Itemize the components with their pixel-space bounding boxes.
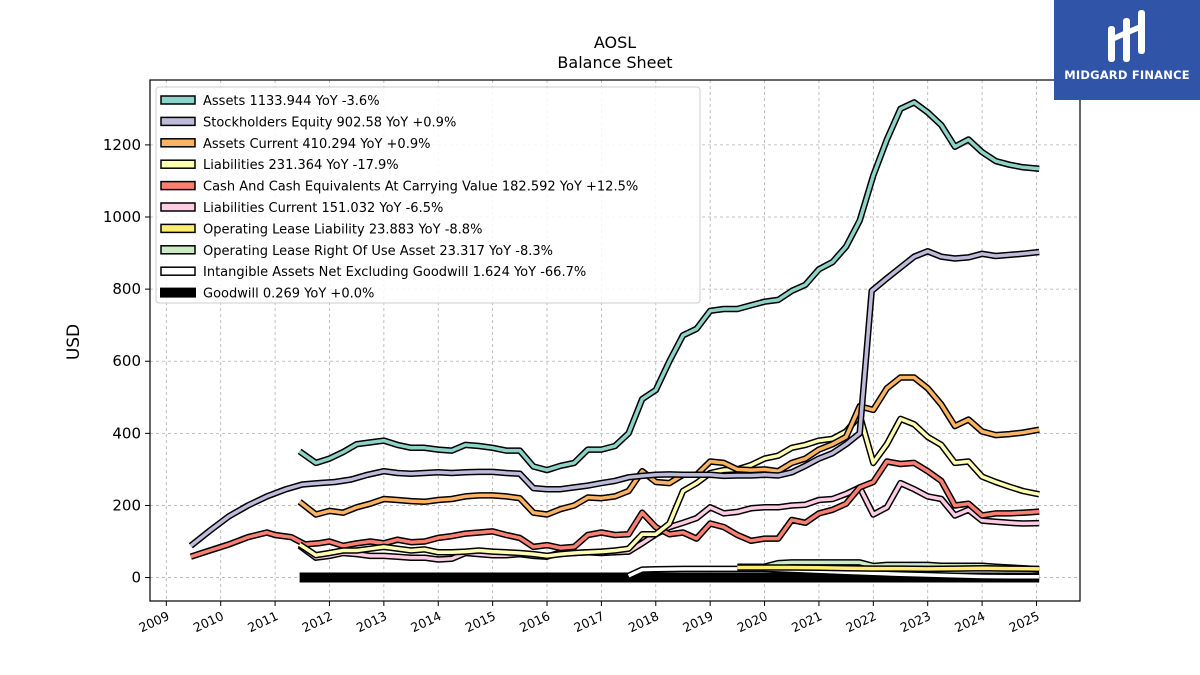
legend: Assets 1133.944 YoY -3.6% Stockholders Eq…	[155, 86, 701, 304]
legend-label: Cash And Cash Equivalents At Carrying Va…	[203, 180, 638, 195]
legend-swatch	[160, 138, 196, 148]
series-lines	[188, 99, 1040, 583]
y-axis-label: USD	[64, 324, 84, 360]
plot-frame	[149, 79, 1081, 602]
legend-label: Operating Lease Liability 23.883 YoY -8.…	[203, 222, 482, 237]
chart-title: AOSL	[594, 33, 636, 52]
y-axis-ticks: 0 200 400 600 800 1000 1200	[103, 136, 150, 587]
brand-name: MIDGARD FINANCE	[1064, 68, 1190, 82]
y-tick-label: 400	[112, 424, 141, 442]
legend-swatch	[160, 202, 196, 212]
legend-label: Assets Current 410.294 YoY +0.9%	[203, 137, 430, 152]
legend-swatch	[160, 245, 196, 255]
legend-label: Liabilities Current 151.032 YoY -6.5%	[203, 201, 443, 216]
legend-label: Goodwill 0.269 YoY +0.0%	[203, 287, 374, 302]
legend-label: Operating Lease Right Of Use Asset 23.31…	[203, 244, 553, 259]
legend-swatch	[160, 95, 196, 105]
series-line	[737, 565, 1040, 571]
legend-swatch	[160, 223, 196, 234]
legend-label: Liabilities 231.364 YoY -17.9%	[203, 158, 399, 173]
series-line	[190, 459, 1040, 559]
y-tick-label: 600	[112, 352, 141, 370]
chart-subtitle: Balance Sheet	[557, 53, 672, 72]
series-line	[627, 567, 1040, 579]
series-line	[298, 413, 1040, 558]
y-tick-label: 800	[112, 280, 141, 298]
y-tick-label: 200	[112, 496, 141, 514]
legend-swatch	[160, 180, 196, 191]
midgard-logo-icon	[1108, 10, 1145, 62]
y-tick-label: 0	[131, 569, 141, 587]
legend-swatch	[160, 116, 196, 127]
y-tick-label: 1200	[103, 136, 141, 154]
brand-logo: MIDGARD FINANCE	[1054, 0, 1200, 100]
legend-label: Assets 1133.944 YoY -3.6%	[203, 94, 380, 109]
legend-box	[155, 86, 701, 304]
legend-label: Stockholders Equity 902.58 YoY +0.9%	[203, 115, 456, 130]
legend-swatch	[160, 266, 196, 276]
series-line	[298, 100, 1040, 472]
series-line	[189, 249, 1040, 548]
y-tick-label: 1000	[103, 208, 141, 226]
legend-swatch	[160, 159, 196, 169]
legend-swatch	[160, 287, 196, 298]
series-line	[298, 375, 1040, 517]
legend-label: Intangible Assets Net Excluding Goodwill…	[203, 265, 586, 280]
